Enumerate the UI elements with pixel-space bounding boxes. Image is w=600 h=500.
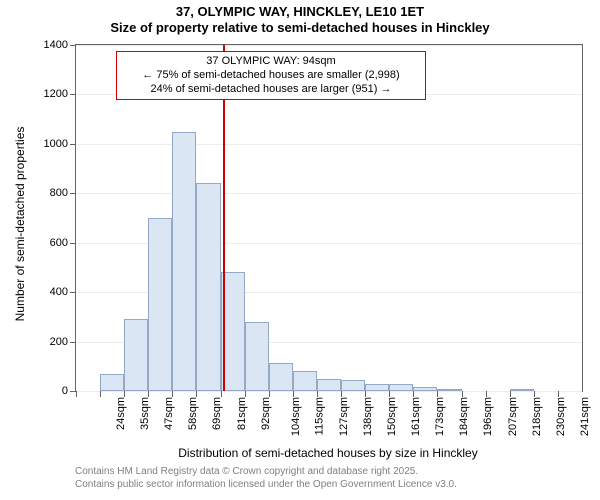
annotation-line-3: 24% of semi-detached houses are larger (… (120, 83, 422, 97)
x-tick-label: 81sqm (236, 397, 248, 430)
x-tick (365, 391, 366, 397)
x-tick-label: 138sqm (362, 397, 374, 436)
x-tick-label: 161sqm (410, 397, 422, 436)
y-tick (70, 94, 76, 95)
bar (148, 218, 172, 391)
x-tick (389, 391, 390, 397)
chart-wrapper: 37, OLYMPIC WAY, HINCKLEY, LE10 1ET Size… (0, 0, 600, 500)
gridline (76, 391, 582, 392)
y-tick-label: 1000 (44, 138, 68, 150)
y-tick-label: 800 (50, 187, 68, 199)
x-tick (341, 391, 342, 397)
y-axis-title: Number of semi-detached properties (13, 51, 27, 397)
gridline (76, 45, 582, 46)
y-tick-label: 200 (50, 336, 68, 348)
x-tick (413, 391, 414, 397)
x-tick-label: 58sqm (187, 397, 199, 430)
annotation-line-2: ← 75% of semi-detached houses are smalle… (120, 69, 422, 83)
y-tick (70, 193, 76, 194)
x-tick-label: 47sqm (163, 397, 175, 430)
title-line-2: Size of property relative to semi-detach… (0, 20, 600, 36)
x-tick (534, 391, 535, 397)
x-tick (245, 391, 246, 397)
bar (341, 380, 365, 391)
bar (437, 389, 461, 391)
bar (413, 387, 437, 391)
gridline (76, 193, 582, 194)
y-tick (70, 45, 76, 46)
footer: Contains HM Land Registry data © Crown c… (75, 466, 457, 491)
x-tick-label: 104sqm (290, 397, 302, 436)
x-axis-title: Distribution of semi-detached houses by … (75, 446, 581, 460)
x-tick-label: 230sqm (555, 397, 567, 436)
bar (245, 322, 269, 391)
x-tick (196, 391, 197, 397)
bar (196, 183, 220, 391)
gridline (76, 144, 582, 145)
x-tick-label: 207sqm (507, 397, 519, 436)
plot-area: 020040060080010001200140024sqm35sqm47sqm… (75, 44, 583, 392)
footer-line-2: Contains public sector information licen… (75, 479, 457, 492)
y-tick-label: 1400 (44, 39, 68, 51)
x-tick (558, 391, 559, 397)
bar (389, 384, 413, 391)
x-tick-label: 127sqm (338, 397, 350, 436)
bar (100, 374, 124, 391)
y-tick-label: 600 (50, 237, 68, 249)
x-tick (269, 391, 270, 397)
x-tick-label: 35sqm (139, 397, 151, 430)
x-tick-label: 196sqm (483, 397, 495, 436)
y-tick (70, 243, 76, 244)
x-tick (148, 391, 149, 397)
bar (317, 379, 341, 391)
bar (365, 384, 389, 391)
title-line-1: 37, OLYMPIC WAY, HINCKLEY, LE10 1ET (0, 4, 600, 20)
x-tick (486, 391, 487, 397)
x-tick-label: 150sqm (386, 397, 398, 436)
x-tick (293, 391, 294, 397)
x-tick (462, 391, 463, 397)
y-tick (70, 144, 76, 145)
bar (172, 132, 196, 392)
x-tick-label: 92sqm (260, 397, 272, 430)
x-tick (172, 391, 173, 397)
x-tick-label: 218sqm (531, 397, 543, 436)
bar (124, 319, 148, 391)
y-tick (70, 292, 76, 293)
footer-line-1: Contains HM Land Registry data © Crown c… (75, 466, 457, 479)
x-tick-label: 241sqm (579, 397, 591, 436)
bar (510, 389, 534, 391)
x-tick-label: 173sqm (434, 397, 446, 436)
annotation-line-1: 37 OLYMPIC WAY: 94sqm (120, 55, 422, 69)
chart-title: 37, OLYMPIC WAY, HINCKLEY, LE10 1ET Size… (0, 0, 600, 37)
x-tick-label: 69sqm (211, 397, 223, 430)
annotation: 37 OLYMPIC WAY: 94sqm ← 75% of semi-deta… (116, 51, 426, 100)
x-tick-label: 115sqm (313, 397, 325, 435)
y-tick-label: 0 (62, 385, 68, 397)
x-tick (510, 391, 511, 397)
bar (293, 371, 317, 391)
x-tick (437, 391, 438, 397)
x-tick-label: 184sqm (459, 397, 471, 436)
bar (269, 363, 293, 391)
x-tick (124, 391, 125, 397)
y-tick-label: 400 (50, 286, 68, 298)
x-tick (100, 391, 101, 397)
y-tick (70, 342, 76, 343)
x-tick (317, 391, 318, 397)
x-tick-label: 24sqm (115, 397, 127, 430)
x-tick (221, 391, 222, 397)
x-tick (76, 391, 77, 397)
y-tick-label: 1200 (44, 88, 68, 100)
